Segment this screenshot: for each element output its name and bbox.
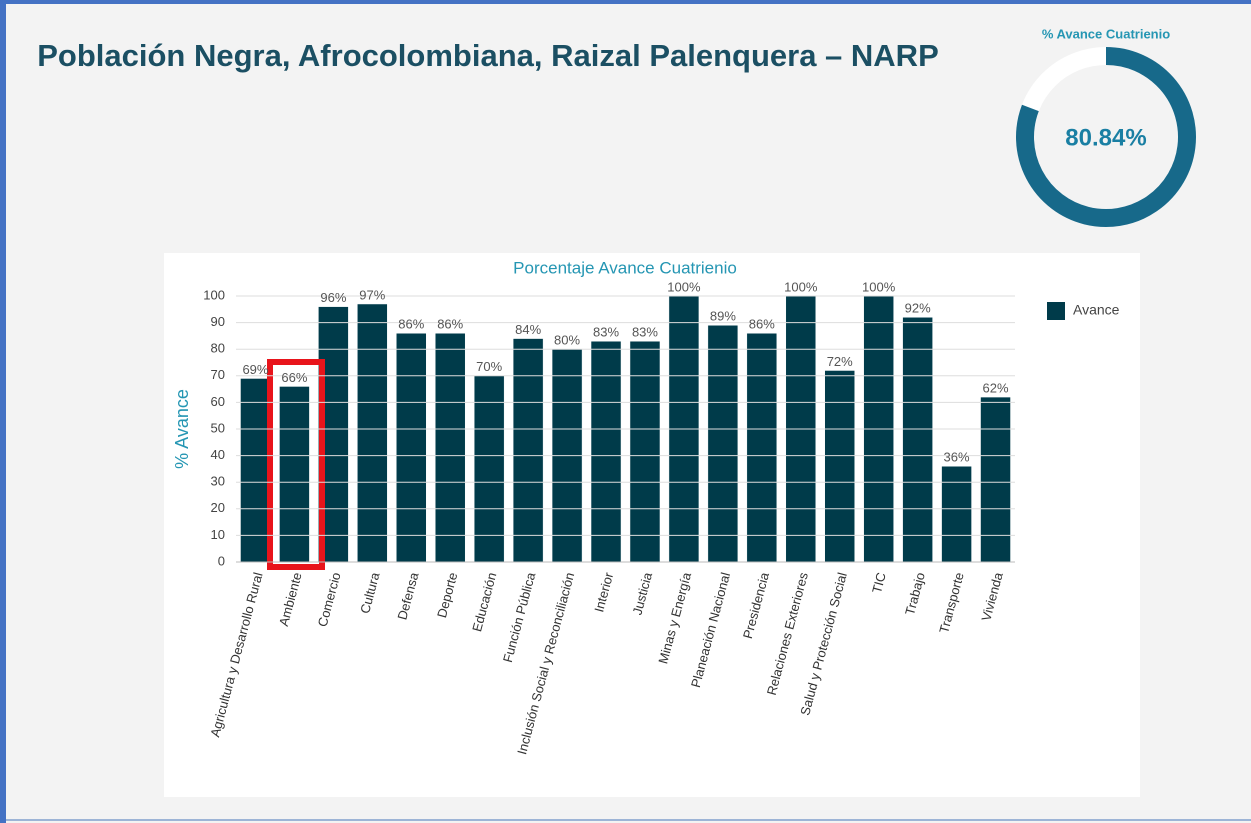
x-tick-label: Comercio	[315, 571, 344, 629]
y-tick-label: 50	[211, 420, 225, 435]
x-tick-label: Relaciones Exteriores	[764, 570, 811, 697]
bar	[512, 338, 544, 563]
x-tick-label: Minas y Energía	[655, 570, 694, 665]
gauge-value: 80.84%	[1065, 124, 1146, 151]
gauge-arc	[1016, 47, 1196, 227]
bar	[357, 303, 388, 563]
bar	[902, 317, 933, 563]
data-label: 80%	[554, 333, 580, 348]
data-label: 100%	[862, 279, 896, 294]
data-label: 83%	[593, 325, 619, 340]
y-tick-label: 100	[203, 287, 225, 302]
bar	[746, 332, 778, 563]
x-tick-label: Justicia	[629, 570, 655, 616]
data-label: 100%	[784, 279, 818, 294]
data-label: 84%	[515, 322, 541, 337]
y-tick-label: 70	[211, 367, 225, 382]
y-tick-label: 10	[211, 527, 225, 542]
y-axis-label: % Avance	[172, 389, 192, 469]
x-tick-label: Vivienda	[978, 570, 1006, 623]
bottom-border	[6, 819, 1251, 821]
data-label: 36%	[944, 450, 970, 465]
x-tick-label: Ambiente	[276, 571, 305, 628]
data-label: 83%	[632, 325, 658, 340]
x-tick-label: Función Pública	[500, 570, 539, 664]
x-tick-label: Educación	[469, 571, 499, 634]
chart-title: Porcentaje Avance Cuatrienio	[513, 258, 737, 277]
data-label: 70%	[476, 359, 502, 374]
y-tick-label: 90	[211, 314, 225, 329]
bar	[941, 465, 972, 563]
data-label: 86%	[437, 317, 463, 332]
data-label: 89%	[710, 309, 736, 324]
bar	[396, 332, 427, 563]
data-label: 96%	[320, 290, 346, 305]
y-tick-label: 30	[211, 474, 225, 489]
x-tick-label: Interior	[591, 570, 616, 614]
bar	[434, 332, 466, 563]
data-label: 86%	[749, 317, 775, 332]
y-tick-label: 40	[211, 447, 225, 462]
bar	[240, 378, 271, 563]
x-tick-label: Cultura	[357, 570, 383, 615]
x-tick-label: Presidencia	[740, 570, 772, 640]
data-label: 69%	[242, 362, 268, 377]
data-label: 62%	[983, 381, 1009, 396]
data-label: 72%	[827, 354, 853, 369]
data-label: 66%	[281, 370, 307, 385]
data-label: 86%	[398, 317, 424, 332]
legend-label: Avance	[1073, 302, 1120, 318]
y-tick-label: 0	[218, 553, 225, 568]
x-tick-label: Agricultura y Desarrollo Rural	[207, 571, 265, 739]
bar	[629, 340, 661, 563]
page-title: Población Negra, Afrocolombiana, Raizal …	[37, 38, 939, 73]
bar	[473, 375, 505, 563]
legend-swatch	[1047, 302, 1065, 320]
bar	[980, 396, 1011, 563]
data-label: 97%	[359, 287, 385, 302]
y-tick-label: 60	[211, 394, 225, 409]
y-tick-label: 80	[211, 341, 225, 356]
x-tick-label: TIC	[869, 571, 889, 595]
bar	[707, 325, 739, 563]
y-tick-label: 20	[211, 500, 225, 515]
data-label: 100%	[667, 279, 701, 294]
bar	[824, 370, 855, 563]
x-tick-label: Planeación Nacional	[688, 571, 733, 689]
highlight-box	[267, 359, 325, 570]
bar	[279, 386, 310, 563]
x-tick-label: Deporte	[434, 571, 460, 620]
x-tick-label: Trabajo	[902, 571, 928, 617]
bar	[590, 340, 622, 563]
x-tick-label: Defensa	[394, 570, 421, 621]
data-label: 92%	[905, 301, 931, 316]
gauge-title: % Avance Cuatrienio	[1042, 26, 1170, 41]
x-tick-label: Transporte	[936, 571, 967, 635]
